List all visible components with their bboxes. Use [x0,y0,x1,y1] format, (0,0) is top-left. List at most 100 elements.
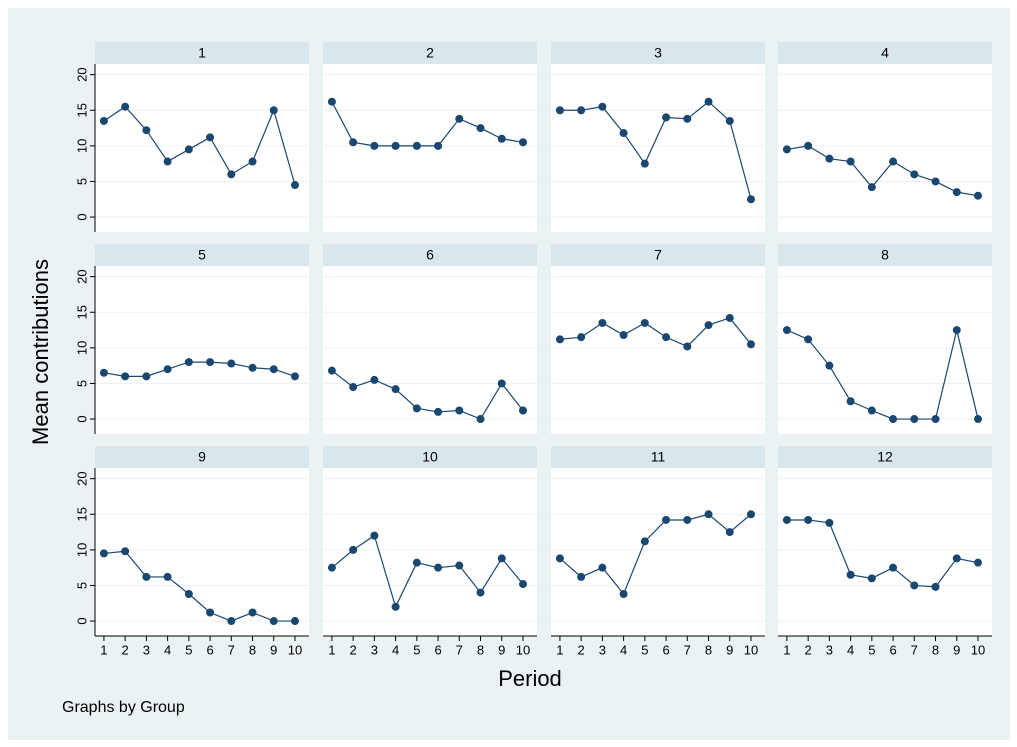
marker [804,515,813,524]
marker [662,333,671,342]
marker [349,383,358,392]
marker [889,563,898,572]
marker [391,385,400,394]
marker [227,359,236,368]
y-tick-label: 20 [74,471,89,485]
marker [846,570,855,579]
marker [370,531,379,540]
marker [248,608,257,617]
marker [142,126,151,135]
marker [683,515,692,524]
marker [476,588,485,597]
marker [867,574,876,583]
marker [598,318,607,327]
marker [825,361,834,370]
marker [846,397,855,406]
marker [434,407,443,416]
marker [370,375,379,384]
strip [778,42,992,64]
x-tick-label: 5 [641,642,648,657]
series-line [103,361,296,377]
y-axis-label: Mean contributions [28,259,53,445]
strip [95,42,309,64]
y-tick-label: 10 [74,543,89,557]
marker [725,116,734,125]
marker [725,313,734,322]
marker [327,563,336,572]
marker [455,114,464,123]
series-line [786,519,979,588]
series-line [331,370,524,420]
x-tick-label: 4 [620,642,627,657]
series-line [559,100,752,200]
note: Graphs by Group [62,699,185,716]
marker [619,129,628,138]
series-line [786,329,979,420]
series-line [786,145,979,197]
x-tick-label: 3 [599,642,606,657]
marker [184,145,193,154]
marker [227,170,236,179]
marker [121,547,130,556]
x-tick-label: 8 [477,642,484,657]
series-line [103,105,296,186]
marker [248,157,257,166]
marker [497,379,506,388]
x-tick-label: 1 [556,642,563,657]
x-tick-label: 8 [932,642,939,657]
panel-title: 10 [422,449,438,465]
plot-region [323,468,537,636]
marker [931,415,940,424]
marker [725,528,734,537]
marker [782,326,791,335]
panel-title: 9 [198,449,206,465]
x-tick-label: 8 [249,642,256,657]
series-line [331,101,524,147]
x-tick-label: 2 [122,642,129,657]
marker [619,331,628,340]
x-tick-label: 6 [206,642,213,657]
marker [184,358,193,367]
x-tick-label: 5 [185,642,192,657]
x-tick-label: 10 [288,642,302,657]
marker [497,554,506,563]
marker [825,518,834,527]
x-tick-label: 5 [413,642,420,657]
marker [952,326,961,335]
marker [184,590,193,598]
x-tick-label: 4 [392,642,399,657]
marker [931,582,940,591]
marker [121,372,130,381]
plot-region [778,64,992,232]
marker [99,368,108,377]
panel-title: 8 [881,247,889,263]
marker [598,102,607,111]
x-tick-label: 2 [805,642,812,657]
x-tick-label: 4 [847,642,854,657]
marker [455,406,464,415]
marker [746,510,755,519]
strip [323,244,537,266]
marker [555,335,564,344]
plot-region [323,64,537,232]
marker [163,572,172,581]
marker [163,365,172,374]
marker [370,141,379,150]
marker [518,406,527,415]
marker [973,558,982,567]
marker [910,415,919,424]
plot-region [551,266,765,434]
y-tick-label: 5 [74,380,89,387]
panel-title: 2 [426,45,434,61]
marker [412,404,421,413]
marker [349,138,358,147]
marker [518,138,527,147]
marker [889,157,898,166]
y-tick-label: 0 [74,213,89,220]
x-tick-label: 1 [328,642,335,657]
marker [662,113,671,122]
marker [746,340,755,349]
marker [782,515,791,524]
marker [476,415,485,424]
marker [391,141,400,150]
